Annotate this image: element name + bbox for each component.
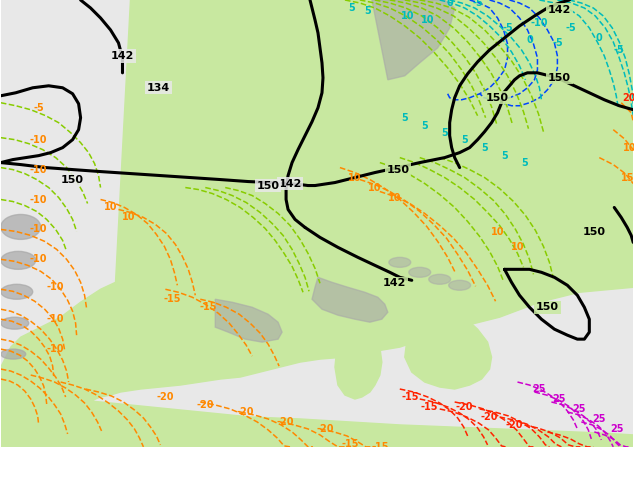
Polygon shape [404,292,491,389]
Ellipse shape [1,317,29,329]
Text: 5: 5 [365,6,372,16]
Text: 10: 10 [388,193,401,202]
Text: 10: 10 [122,213,135,222]
Text: 150: 150 [583,227,606,238]
Polygon shape [150,285,300,347]
Text: 0: 0 [526,35,533,45]
Text: 5: 5 [401,113,408,122]
Polygon shape [345,30,378,70]
Text: 15: 15 [621,172,634,183]
Text: -15: -15 [341,439,359,449]
Text: 150: 150 [548,73,571,83]
Text: 25: 25 [573,404,586,414]
Text: -10: -10 [47,344,65,354]
Text: 5: 5 [441,128,448,138]
Ellipse shape [1,284,33,299]
Text: -15: -15 [401,392,418,402]
Text: Height/Temp. 850 hPa [gdmp][°C] ECMWF: Height/Temp. 850 hPa [gdmp][°C] ECMWF [5,454,283,467]
Polygon shape [372,0,455,80]
Polygon shape [270,38,290,70]
Text: -20: -20 [481,412,498,422]
Polygon shape [335,282,382,399]
Text: -10: -10 [47,282,65,292]
Text: 25: 25 [611,424,624,434]
Text: -10: -10 [531,18,548,28]
Text: -20: -20 [157,392,174,402]
Text: 134: 134 [147,83,170,93]
Text: 0: 0 [596,33,603,43]
Text: 5: 5 [521,158,528,168]
Text: 142: 142 [548,5,571,15]
Text: -5: -5 [552,38,563,48]
Text: We 29-05-2024 06:00 UTC (18+12): We 29-05-2024 06:00 UTC (18+12) [396,454,629,467]
Text: -20: -20 [197,400,214,410]
Text: -10: -10 [30,254,48,264]
Text: -10: -10 [30,195,48,204]
Text: 25: 25 [533,384,547,394]
Text: 10: 10 [511,243,524,252]
Polygon shape [345,0,470,106]
Text: 5: 5 [422,121,428,131]
Polygon shape [385,0,633,367]
Text: 10: 10 [401,11,415,21]
Text: 150: 150 [386,165,410,174]
Ellipse shape [1,349,26,359]
Ellipse shape [1,251,36,270]
Text: 10: 10 [348,172,361,183]
Text: -20: -20 [456,402,474,412]
Text: -15: -15 [164,294,181,304]
Ellipse shape [409,268,430,277]
Text: 10: 10 [368,183,382,193]
Text: 150: 150 [257,180,280,191]
Text: 10: 10 [491,227,504,238]
Text: 142: 142 [111,51,134,61]
Ellipse shape [389,257,411,268]
Text: -20: -20 [316,424,333,434]
Text: 5: 5 [481,143,488,152]
Text: -10: -10 [47,314,65,324]
Text: -15: -15 [421,402,439,412]
Polygon shape [283,28,342,98]
Text: -15: -15 [200,302,217,312]
Text: -5: -5 [614,45,624,55]
Text: 25: 25 [593,414,606,424]
Text: 150: 150 [61,174,84,185]
Text: -10: -10 [30,224,48,234]
Ellipse shape [1,215,41,240]
Text: 142: 142 [383,278,406,288]
Text: 10: 10 [104,202,117,213]
Text: 0: 0 [446,0,453,8]
Text: 150: 150 [486,93,509,103]
Text: 150: 150 [536,302,559,312]
Polygon shape [312,277,388,322]
Polygon shape [1,0,633,414]
Text: -15: -15 [371,442,389,452]
Text: 10: 10 [623,143,634,152]
Text: -10: -10 [30,135,48,145]
Ellipse shape [449,280,470,290]
Ellipse shape [429,274,451,284]
Text: 20: 20 [623,93,634,103]
Text: -10: -10 [30,165,48,174]
Text: 25: 25 [553,394,566,404]
Text: ©weatheronline.co.uk: ©weatheronline.co.uk [494,474,629,484]
Text: -5: -5 [472,0,483,8]
Text: 142: 142 [278,178,302,189]
Text: -5: -5 [502,23,513,33]
Text: -20: -20 [506,420,523,430]
Text: 5: 5 [501,150,508,161]
Polygon shape [1,392,633,447]
Text: -20: -20 [276,417,294,427]
Text: 5: 5 [462,135,468,145]
Text: 10: 10 [421,15,434,25]
Text: -20: -20 [236,407,254,417]
Text: -5: -5 [566,23,577,33]
Text: -5: -5 [34,103,44,113]
Polygon shape [216,299,282,342]
Text: 5: 5 [349,3,355,13]
